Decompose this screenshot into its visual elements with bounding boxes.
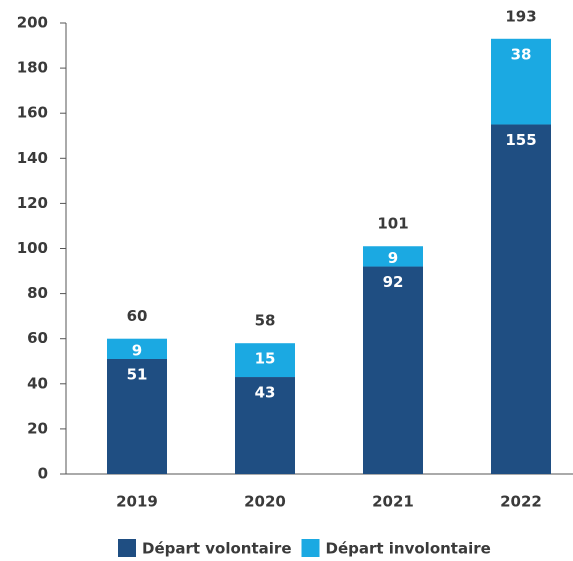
segment-label: 15 (255, 350, 276, 368)
bar-segment (363, 266, 423, 474)
total-label: 101 (377, 215, 408, 233)
y-tick-label: 60 (27, 329, 48, 347)
y-tick-label: 160 (17, 104, 48, 122)
segment-label: 9 (388, 249, 398, 267)
segment-label: 155 (505, 131, 536, 149)
x-tick-label: 2021 (372, 493, 414, 511)
x-tick-label: 2022 (500, 493, 542, 511)
segment-label: 9 (132, 341, 142, 359)
bar-segment (107, 338, 167, 359)
y-tick-label: 20 (27, 419, 48, 437)
total-label: 193 (505, 7, 536, 25)
y-tick-label: 120 (17, 194, 48, 212)
y-tick-label: 100 (17, 239, 48, 257)
bar-segment (491, 124, 551, 474)
total-label: 58 (255, 312, 276, 330)
y-tick-label: 0 (38, 465, 48, 483)
x-tick-label: 2019 (116, 493, 158, 511)
legend-swatch (118, 539, 136, 557)
bar-segment (235, 377, 295, 474)
bar-segment (491, 38, 551, 125)
y-tick-label: 200 (17, 14, 48, 32)
y-tick-label: 140 (17, 149, 48, 167)
legend-label: Départ involontaire (326, 540, 491, 558)
legend-label: Départ volontaire (142, 540, 292, 558)
segment-label: 43 (255, 384, 276, 402)
bar-segment (107, 358, 167, 474)
bar-segment (235, 343, 295, 378)
y-tick-label: 40 (27, 374, 48, 392)
bar-segment (363, 246, 423, 267)
y-tick-label: 80 (27, 284, 48, 302)
total-label: 60 (127, 307, 148, 325)
segment-label: 92 (383, 273, 404, 291)
legend-swatch (301, 539, 320, 557)
y-tick-label: 180 (17, 59, 48, 77)
segment-label: 51 (127, 365, 148, 383)
x-tick-label: 2020 (244, 493, 286, 511)
segment-label: 38 (511, 45, 532, 63)
